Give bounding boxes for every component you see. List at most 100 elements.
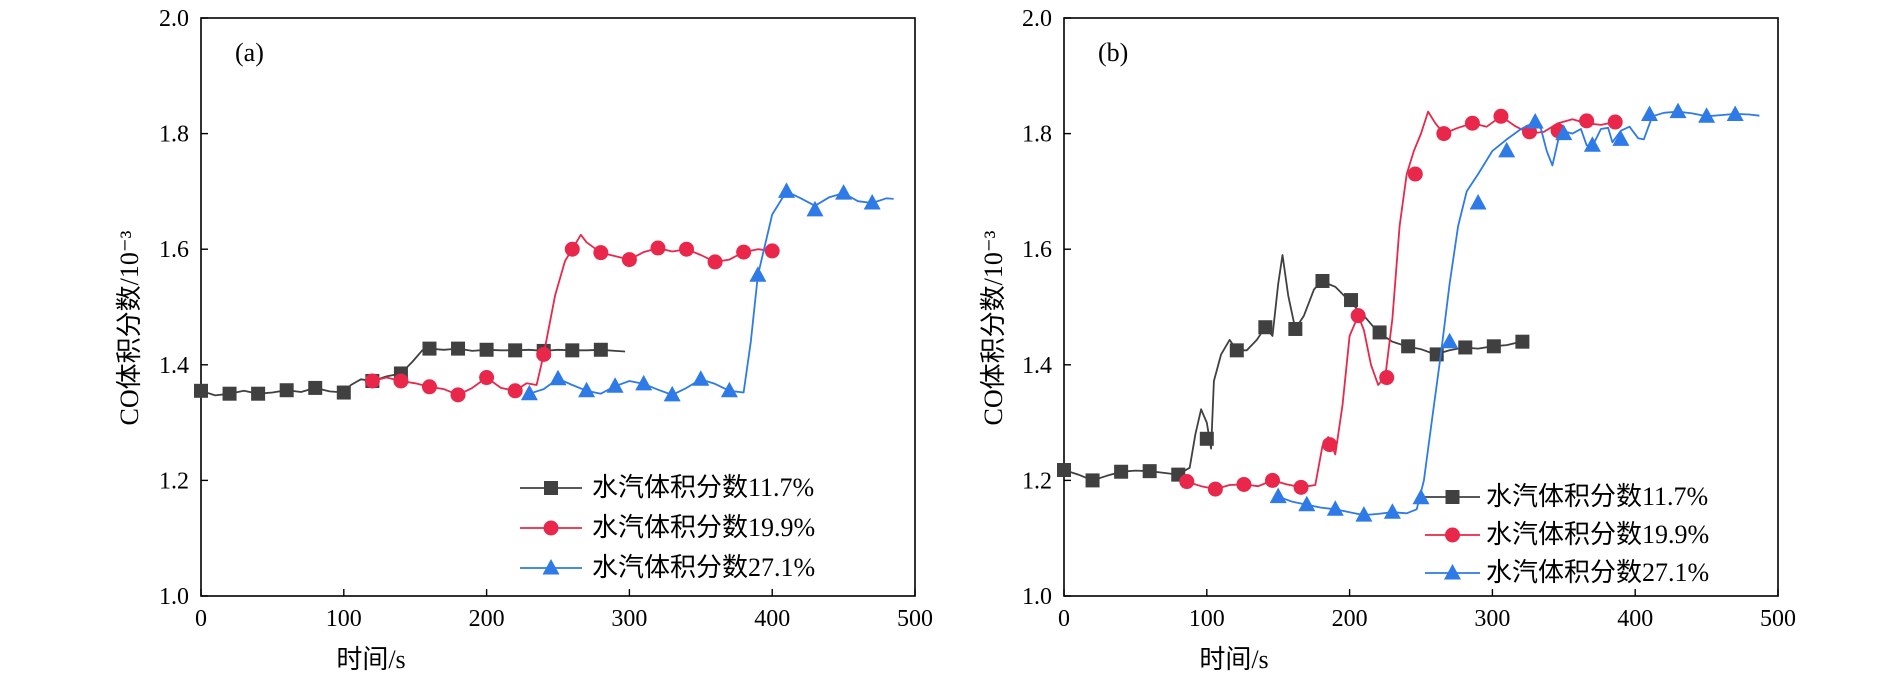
panel-a-series-2-point xyxy=(764,243,780,259)
panel-a-series-1-point xyxy=(508,343,523,358)
panel-b-legend-label-3: 水汽体积分数27.1% xyxy=(1486,558,1709,587)
panel-a-series-1-line xyxy=(200,347,626,397)
panel-a-series-3-line xyxy=(529,190,894,396)
panel-b-series-2-line xyxy=(1186,110,1622,491)
panel-b-series-2-point xyxy=(1379,370,1395,386)
panel-a-series-3-point xyxy=(778,182,795,198)
panel-a-legend-marker-1 xyxy=(544,481,558,495)
panel-a-series-2-point xyxy=(679,241,695,257)
panel-a-series-3-point xyxy=(520,384,538,401)
panel-b-series-3-point xyxy=(1326,500,1344,516)
panel-a-series-1-point xyxy=(251,386,266,401)
panel-b-x-tick-label: 200 xyxy=(1332,606,1368,632)
panel-b-series-1-point xyxy=(1057,462,1071,477)
panel-a-legend-marker-3 xyxy=(542,559,560,575)
panel-a-series-2-point xyxy=(536,346,552,362)
panel-a-series-1-point xyxy=(336,385,351,400)
panel-b-series-2-point xyxy=(1350,308,1366,324)
panel-b-series-3-point xyxy=(1726,105,1744,121)
panel-a-x-axis-title: 时间/s xyxy=(336,645,405,674)
panel-b-series-1-point xyxy=(1258,320,1273,335)
panel-b-series-1-point xyxy=(1486,339,1501,354)
panel-a: 时间/s CO体积分数/10⁻³ (a) 水汽体积分数11.7% 水汽体积分数1… xyxy=(115,6,933,674)
panel-a-series-2-point xyxy=(393,373,409,389)
panel-a-series-2-point xyxy=(736,244,752,260)
panel-b-series-1-point xyxy=(1288,321,1303,336)
panel-b-series-3-point xyxy=(1441,332,1459,349)
panel-a-series-1-point xyxy=(479,342,494,357)
panel-b-legend-label-1: 水汽体积分数11.7% xyxy=(1486,482,1708,511)
panel-b-series-2-point xyxy=(1264,472,1280,488)
panel-b-x-tick-label: 500 xyxy=(1760,606,1796,632)
panel-a-y-tick-label: 1.8 xyxy=(159,122,189,148)
panel-b-y-tick-label: 2.0 xyxy=(1022,6,1052,32)
panel-a-x-tick-label: 0 xyxy=(195,606,207,632)
panel-a-legend-label-3: 水汽体积分数27.1% xyxy=(592,553,815,582)
panel-a-series-1-point xyxy=(593,342,608,357)
panel-a-series-2-point xyxy=(450,387,466,403)
panel-b-series-2-point xyxy=(1207,481,1223,497)
panel-b-series-2 xyxy=(1179,108,1623,497)
panel-a-series-3-point xyxy=(863,194,881,210)
panel-a-x-tick-label: 300 xyxy=(611,606,647,632)
panel-b-series-1-point xyxy=(1515,334,1530,349)
panel-a-legend-label-1: 水汽体积分数11.7% xyxy=(592,473,814,502)
panel-b-series-1-point xyxy=(1085,473,1100,488)
panel-a-legend-label-2: 水汽体积分数19.9% xyxy=(592,513,815,542)
panel-a-series-3-point xyxy=(635,374,653,391)
panel-b-series-2-point xyxy=(1493,108,1509,124)
panel-a-series-3-point xyxy=(806,200,824,217)
panel-b-series-3-point xyxy=(1612,130,1630,146)
panel-a-y-tick-label: 1.6 xyxy=(159,237,189,263)
panel-b-series-2-point xyxy=(1579,113,1595,129)
panel-a-y-tick-label: 2.0 xyxy=(159,6,189,32)
panel-b-series-1-point xyxy=(1229,343,1244,358)
panel-b-series-1-point xyxy=(1344,293,1359,308)
panel-b-series-2-point xyxy=(1607,114,1623,130)
panel-a-series-3-point xyxy=(606,377,624,393)
panel-b-x-tick-label: 100 xyxy=(1189,606,1225,632)
panel-a-series-3-point xyxy=(549,369,567,386)
panel-b-legend-marker-1 xyxy=(1445,490,1460,504)
panel-a-series-2-point xyxy=(707,254,723,270)
panel-b-series-2-point xyxy=(1322,437,1338,453)
panel-b-label: (b) xyxy=(1098,38,1128,67)
panel-b-legend-marker-3 xyxy=(1444,564,1461,580)
panel-a-series-3-point xyxy=(749,266,767,282)
panel-a-series-2-point xyxy=(479,370,495,386)
panel-a-series-3-point xyxy=(663,385,681,402)
panel-b-y-axis-title: CO体积分数/10⁻³ xyxy=(979,230,1008,425)
panel-a-series-2-point xyxy=(507,383,523,399)
panel-a-legend-marker-2 xyxy=(543,520,559,536)
panel-b-y-tick-label: 1.4 xyxy=(1022,353,1052,379)
panel-b-series-2-point xyxy=(1236,476,1252,492)
panel-b-series-3-point xyxy=(1298,495,1316,512)
panel-b-x-tick-label: 0 xyxy=(1058,606,1070,632)
panel-a-series-2-point xyxy=(421,379,437,395)
panel-b-series-2-point xyxy=(1464,115,1480,131)
panel-b-legend-label-2: 水汽体积分数19.9% xyxy=(1486,520,1709,549)
panel-a-x-tick-label: 400 xyxy=(754,606,790,632)
panel-a-series-1-point xyxy=(194,383,208,398)
panel-b-y-tick-label: 1.0 xyxy=(1022,584,1052,610)
panel-b-series-1-point xyxy=(1199,431,1214,446)
panel-a-series-2-point xyxy=(593,245,609,261)
panel-a-series-1 xyxy=(194,341,626,401)
panel-b-series-1-point xyxy=(1114,464,1129,479)
panel-b-series-1-point xyxy=(1315,273,1330,288)
panel-b-series-2-point xyxy=(1436,126,1452,142)
panel-a-y-axis-title: CO体积分数/10⁻³ xyxy=(115,230,144,425)
panel-b-series-2-point xyxy=(1179,474,1195,490)
panel-b-series-3-point xyxy=(1583,136,1601,152)
panel-a-series-1-point xyxy=(565,343,580,358)
panel-b-series-3-point xyxy=(1269,487,1287,504)
panel-b-series-3-point xyxy=(1555,124,1573,141)
panel-b-y-tick-label: 1.8 xyxy=(1022,122,1052,148)
panel-b-series-3-point xyxy=(1669,102,1687,119)
panel-b: 时间/s CO体积分数/10⁻³ (b) 水汽体积分数11.7% 水汽体积分数1… xyxy=(979,6,1796,674)
panel-a-plot-frame xyxy=(200,17,916,597)
panel-a-series-2 xyxy=(364,233,780,403)
panel-b-series-1-point xyxy=(1401,339,1416,354)
panel-a-y-tick-label: 1.0 xyxy=(159,584,189,610)
